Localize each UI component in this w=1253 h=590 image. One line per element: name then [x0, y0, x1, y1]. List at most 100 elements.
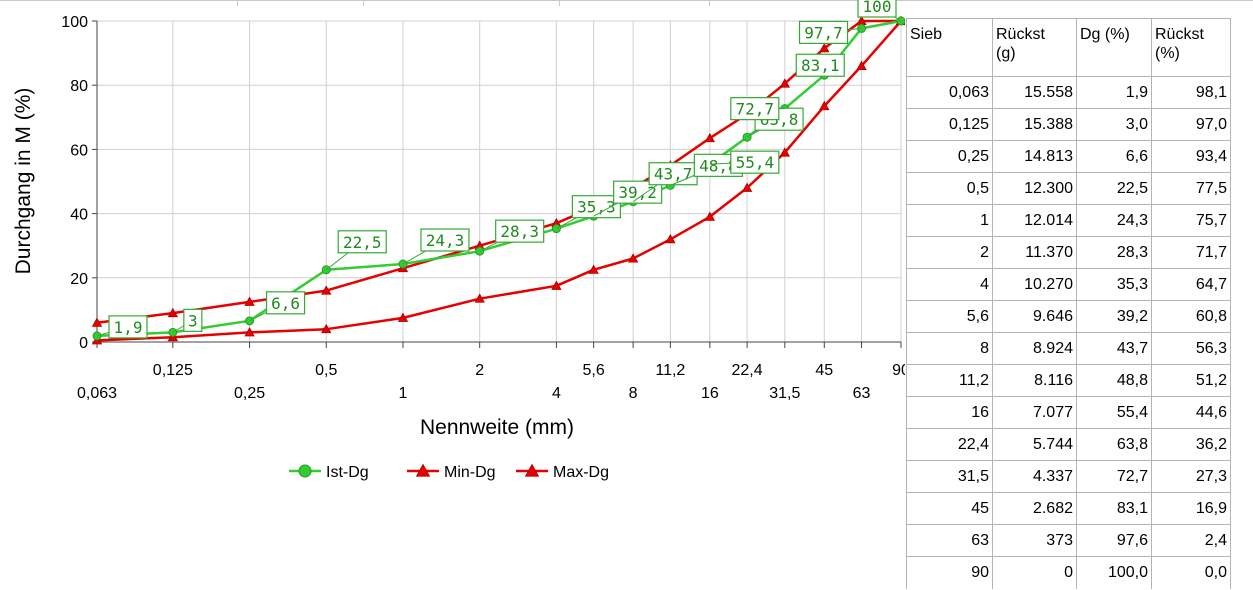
data-label: 55,4: [736, 153, 775, 172]
gridlines: [96, 20, 902, 343]
legend-marker-triangle: [415, 463, 431, 477]
data-label: 1,9: [114, 318, 143, 337]
table-row: 0,125 15.388 3,0 97,0: [906, 108, 1231, 141]
legend-label: Ist-Dg: [326, 464, 369, 481]
table-cell: 11,2: [906, 364, 993, 397]
table-header-cell: Sieb: [906, 18, 993, 77]
table-cell: 100,0: [1076, 556, 1152, 589]
table-cell: 93,4: [1151, 140, 1231, 173]
table-cell: 39,2: [1076, 300, 1152, 333]
data-label-box: [495, 219, 545, 243]
table-cell: 12.014: [992, 204, 1077, 237]
y-tick-label: 20: [70, 271, 88, 288]
data-point: [627, 253, 639, 263]
y-tick-label: 100: [61, 14, 88, 31]
data-label: 83,1: [801, 56, 840, 75]
data-point: [665, 233, 676, 244]
table-row: 0,063 15.558 1,9 98,1: [906, 76, 1231, 109]
table-cell: 8: [906, 332, 993, 365]
data-label: 22,5: [343, 233, 382, 252]
table-body: 0,063 15.558 1,9 98,1 0,125 15.388 3,0 97,0 0,25…: [906, 76, 1231, 589]
y-axis-label: Durchgang in M (%): [12, 88, 35, 275]
table-cell: 55,4: [1076, 396, 1152, 429]
table-cell: 60,8: [1151, 300, 1231, 333]
data-label-box: [613, 180, 663, 204]
data-label-box: [798, 20, 849, 44]
table-cell: 28,3: [1076, 236, 1152, 269]
table-cell: 48,8: [1076, 364, 1152, 397]
table-cell: 14.813: [992, 140, 1077, 173]
table-cell: 90: [906, 556, 993, 589]
data-label-box: [108, 315, 148, 339]
data-point: [779, 78, 790, 88]
y-tick-label: 60: [70, 142, 88, 159]
table-row: 45 2.682 83,1 16,9: [906, 492, 1231, 525]
table-cell: 97,0: [1151, 108, 1231, 141]
table-cell: 72,7: [1076, 460, 1152, 493]
table-cell: 44,6: [1151, 396, 1231, 429]
data-point: [819, 100, 830, 111]
table-cell: 5.744: [992, 428, 1077, 461]
x-tick-label: 16: [701, 385, 719, 402]
legend-label: Min-Dg: [444, 464, 496, 481]
table-row: 90 0 100,0 0,0: [906, 556, 1231, 589]
top-tick: [237, 0, 238, 6]
data-point: [551, 280, 562, 290]
table-cell: 0,0: [1151, 556, 1231, 589]
top-tick: [559, 0, 560, 6]
table-cell: 2: [906, 236, 993, 269]
table-row: 5,6 9.646 39,2 60,8: [906, 300, 1231, 333]
table-cell: 36,2: [1151, 428, 1231, 461]
x-axis-label: Nennweite (mm): [420, 416, 574, 439]
table-cell: 10.270: [992, 268, 1077, 301]
top-tick: [363, 0, 364, 6]
table-cell: 56,3: [1151, 332, 1231, 365]
table-row: 0,25 14.813 6,6 93,4: [906, 140, 1231, 173]
x-tick-label: 0,063: [77, 385, 117, 402]
data-point: [704, 211, 716, 221]
series-line-ist-dg: [96, 19, 902, 338]
legend-marker-triangle: [524, 463, 540, 477]
table-cell: 8.924: [992, 332, 1077, 365]
table-cell: 24,3: [1076, 204, 1152, 237]
data-label: 6,6: [271, 294, 300, 313]
data-label-box: [730, 97, 780, 121]
table-cell: 98,1: [1151, 76, 1231, 109]
table-cell: 71,7: [1151, 236, 1231, 269]
data-label: 35,3: [577, 198, 616, 217]
table-header-cell: Rückst (g): [992, 18, 1077, 77]
data-point: [244, 296, 255, 306]
table-cell: 45: [906, 492, 993, 525]
data-label: 100: [863, 0, 892, 16]
table-cell: 0,5: [906, 172, 993, 205]
grading-chart: 0 20 40 60 80 100 0,063 0,125 0,25 0,5 1 2 4 5,6 8 11,2…: [12, 0, 905, 481]
table-row: 4 10.270 35,3 64,7: [906, 268, 1231, 301]
data-point: [167, 307, 179, 318]
data-label: 3: [188, 311, 198, 330]
table-cell: 1,9: [1076, 76, 1152, 109]
legend-label: Max-Dg: [553, 464, 609, 481]
table-cell: 35,3: [1076, 268, 1152, 301]
table-header-cell: Dg (%): [1076, 18, 1152, 77]
sieve-table: Sieb Rückst (g) Dg (%) Rückst (%) 0,063 15.558…: [906, 18, 1231, 589]
data-label: 39,2: [618, 183, 657, 202]
data-label-box: [265, 291, 306, 315]
table-cell: 0,063: [906, 76, 993, 109]
x-tick-label: 22,4: [732, 362, 763, 379]
data-label-box: [337, 230, 387, 254]
table-cell: 0,25: [906, 140, 993, 173]
x-tick-label: 1: [399, 385, 408, 402]
table-cell: 22,4: [906, 428, 993, 461]
data-label-box: [420, 228, 470, 252]
table-cell: 63,8: [1076, 428, 1152, 461]
table-row: 63 373 97,6 2,4: [906, 524, 1231, 557]
table-row: 11,2 8.116 48,8 51,2: [906, 364, 1231, 397]
table-cell: 2,4: [1151, 524, 1231, 557]
table-cell: 7.077: [992, 396, 1077, 429]
table-cell: 43,7: [1076, 332, 1152, 365]
x-tick-label: 4: [552, 385, 561, 402]
table-cell: 75,7: [1151, 204, 1231, 237]
table-cell: 15.388: [992, 108, 1077, 141]
table-cell: 4.337: [992, 460, 1077, 493]
table-row: 16 7.077 55,4 44,6: [906, 396, 1231, 429]
